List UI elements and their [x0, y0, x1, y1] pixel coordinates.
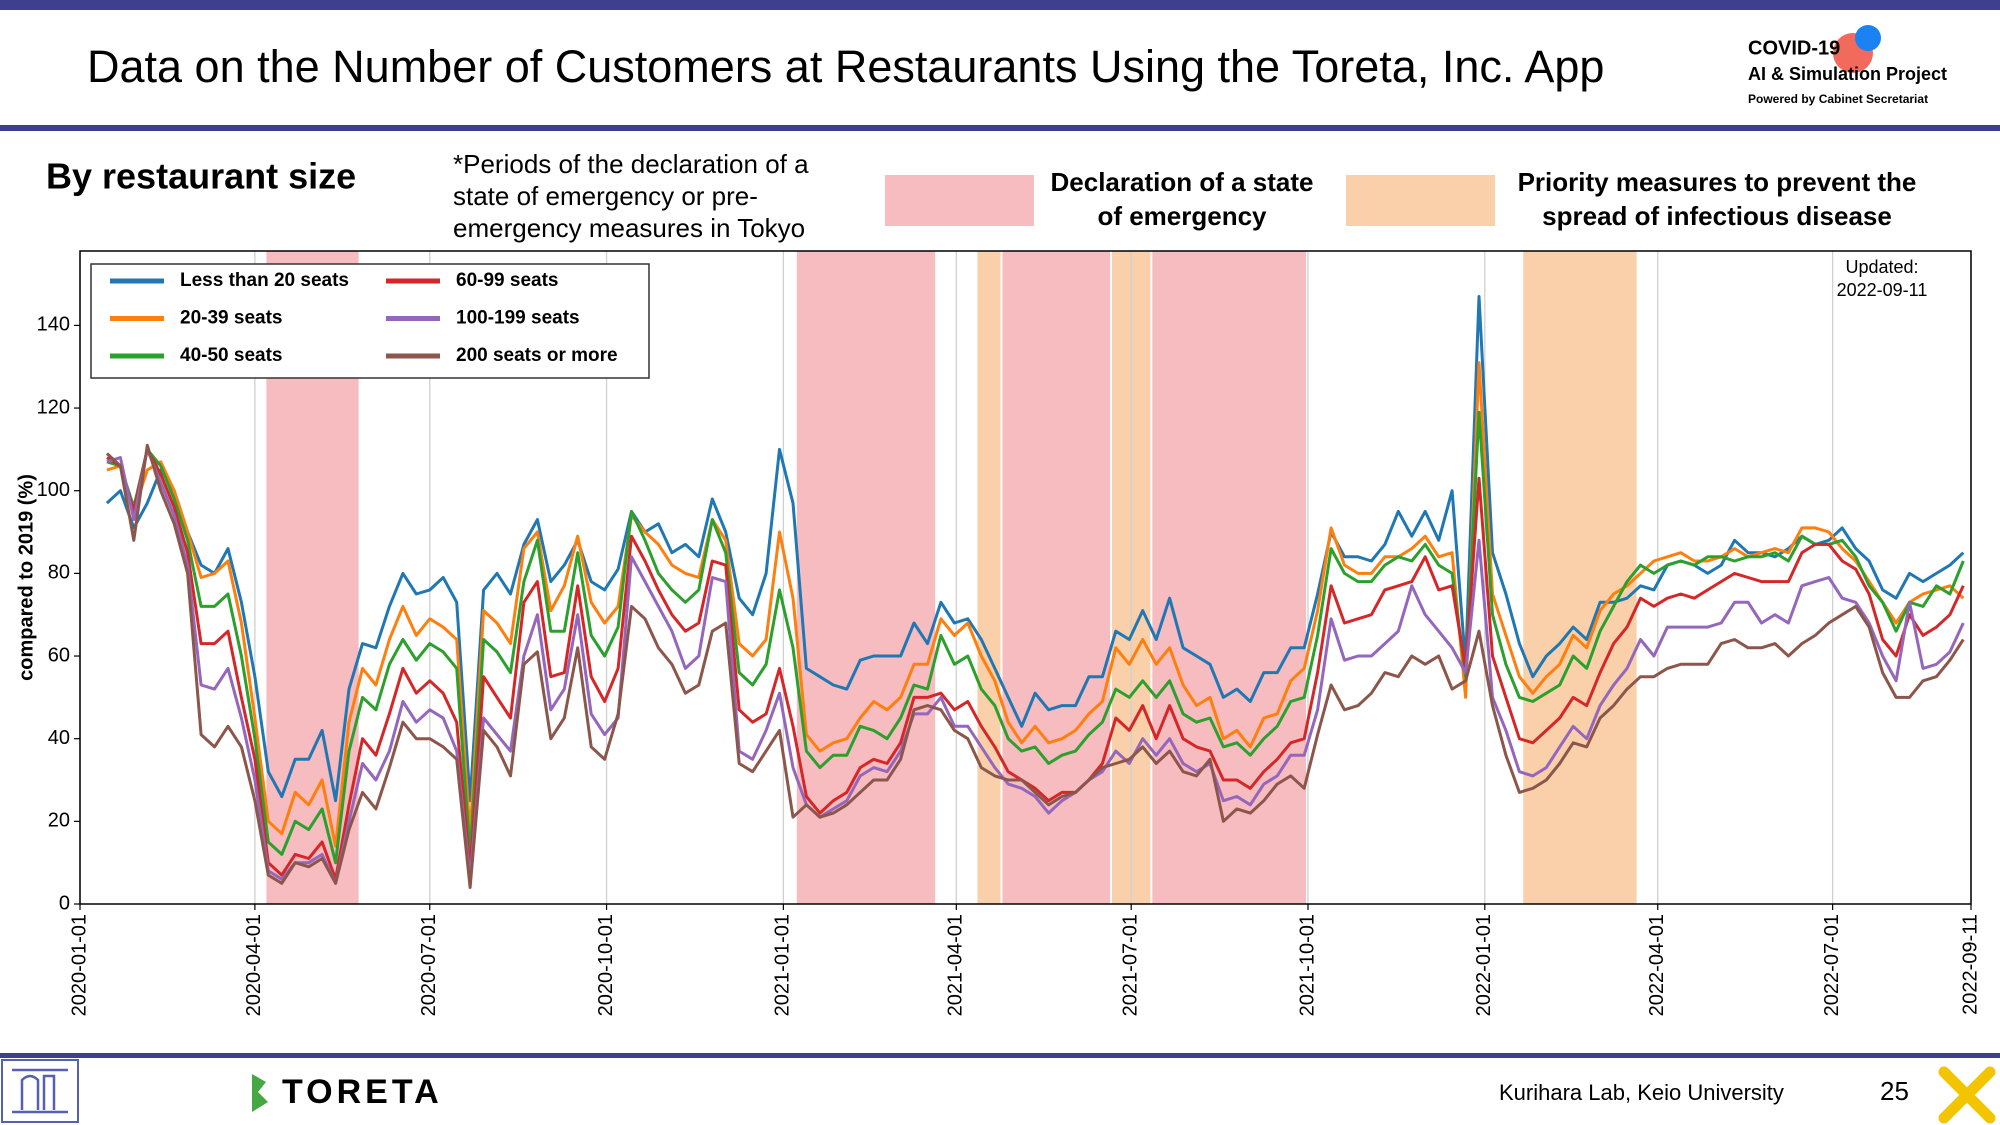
y-tick-label: 120	[37, 396, 70, 418]
band-legend-label: Priority measures to prevent the	[1518, 167, 1917, 197]
x-tick-label: 2020-04-01	[243, 914, 265, 1016]
x-tick-label: 2022-09-11	[1959, 914, 1981, 1015]
y-tick-label: 100	[37, 479, 70, 501]
y-tick-label: 0	[59, 892, 70, 914]
logo-glyph	[12, 1068, 68, 1114]
updated-note: Updated:	[1845, 257, 1918, 277]
band-legend-swatch	[885, 175, 1034, 226]
note: state of emergency or pre-	[453, 181, 758, 211]
logo-dot	[1855, 25, 1881, 51]
legend-label: 200 seats or more	[456, 345, 618, 366]
logo-frame	[1, 1059, 79, 1123]
credit: Kurihara Lab, Keio University	[1499, 1080, 1784, 1105]
x-tick-label: 2022-01-01	[1473, 914, 1495, 1016]
note: emergency measures in Tokyo	[453, 213, 805, 243]
x-tick-label: 2021-04-01	[945, 914, 967, 1016]
shaded-period	[796, 251, 936, 904]
y-tick-label: 80	[48, 562, 70, 584]
x-tick-label: 2022-07-01	[1821, 914, 1843, 1016]
series-line	[106, 361, 1965, 848]
slide-title: Data on the Number of Customers at Resta…	[87, 41, 1604, 92]
series-line	[106, 410, 1965, 865]
series-line	[105, 295, 1965, 803]
x-tick-label: 2020-10-01	[595, 914, 617, 1016]
logo-text: AI & Simulation Project	[1748, 64, 1947, 84]
y-tick-label: 60	[48, 644, 70, 666]
y-axis-label: compared to 2019 (%)	[15, 474, 37, 681]
series-line	[106, 447, 1965, 881]
section-title: By restaurant size	[46, 156, 356, 197]
logo-text: Powered by Cabinet Secretariat	[1748, 92, 1928, 106]
footer-rule	[0, 1053, 2000, 1058]
legend-label: Less than 20 seats	[180, 270, 349, 291]
legend-label: 100-199 seats	[456, 308, 580, 329]
plot-frame	[79, 250, 1972, 905]
y-tick-label: 140	[37, 314, 70, 336]
band-legend-label: spread of infectious disease	[1542, 201, 1892, 231]
x-tick-label: 2020-07-01	[418, 914, 440, 1016]
legend-label: 20-39 seats	[180, 308, 282, 329]
shaded-period	[1523, 251, 1637, 904]
header-rule	[0, 125, 2000, 131]
updated-note: 2022-09-11	[1837, 280, 1928, 300]
legend-label: 40-50 seats	[180, 345, 282, 366]
y-tick-label: 40	[48, 727, 70, 749]
legend-label: 60-99 seats	[456, 270, 558, 291]
top-bar	[0, 0, 2000, 10]
band-legend-label: Declaration of a state	[1051, 167, 1314, 197]
series-line	[105, 443, 1965, 889]
x-tick-label: 2022-04-01	[1646, 914, 1668, 1016]
x-tick-label: 2021-10-01	[1296, 914, 1318, 1016]
logo-text: COVID-19	[1748, 37, 1840, 59]
series-line	[106, 447, 1965, 885]
note: *Periods of the declaration of a	[453, 149, 809, 179]
x-tick-label: 2021-01-01	[772, 914, 794, 1016]
band-legend-label: of emergency	[1097, 201, 1267, 231]
x-tick-label: 2020-01-01	[68, 914, 90, 1016]
shaded-period	[977, 251, 1001, 904]
y-tick-label: 20	[48, 810, 70, 832]
corner-logo	[1938, 1066, 1996, 1124]
x-tick-label: 2021-07-01	[1119, 914, 1141, 1016]
lab-logo	[1, 1059, 79, 1123]
brand: TORETA	[282, 1073, 443, 1111]
page-number: 25	[1880, 1076, 1909, 1106]
legend-box	[90, 263, 650, 379]
shaded-period	[1152, 251, 1307, 904]
band-legend-swatch	[1346, 175, 1495, 226]
brand-icon	[252, 1074, 268, 1112]
